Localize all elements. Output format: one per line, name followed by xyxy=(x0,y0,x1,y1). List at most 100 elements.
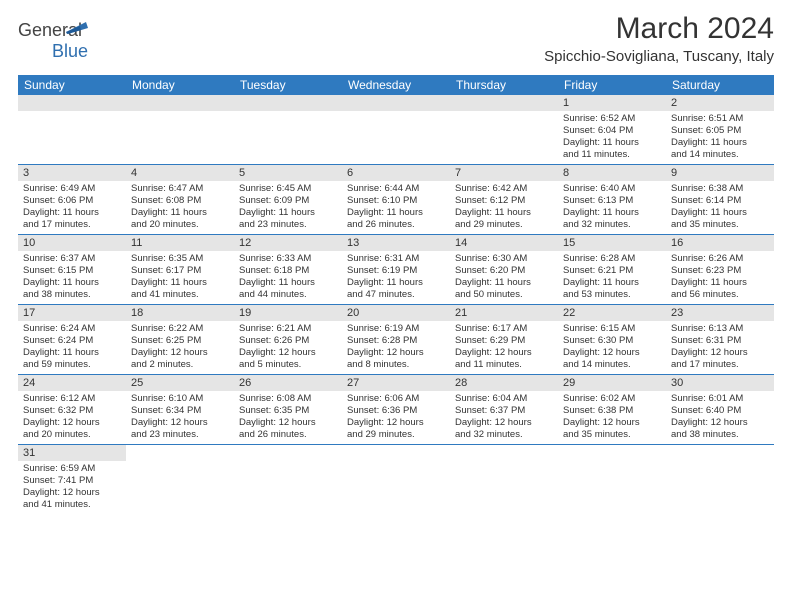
sunset-text: Sunset: 6:30 PM xyxy=(563,335,661,347)
day-number: 24 xyxy=(18,375,126,391)
daylight-text-1: Daylight: 12 hours xyxy=(455,417,553,429)
logo-part2: Blue xyxy=(52,41,88,61)
calendar-cell: 27Sunrise: 6:06 AMSunset: 6:36 PMDayligh… xyxy=(342,375,450,444)
daylight-text-1: Daylight: 12 hours xyxy=(23,487,121,499)
day-header: Tuesday xyxy=(234,75,342,95)
day-details: Sunrise: 6:52 AMSunset: 6:04 PMDaylight:… xyxy=(558,111,666,164)
day-details: Sunrise: 6:51 AMSunset: 6:05 PMDaylight:… xyxy=(666,111,774,164)
sunrise-text: Sunrise: 6:04 AM xyxy=(455,393,553,405)
sunset-text: Sunset: 6:26 PM xyxy=(239,335,337,347)
daylight-text-1: Daylight: 11 hours xyxy=(563,137,661,149)
calendar-cell: 24Sunrise: 6:12 AMSunset: 6:32 PMDayligh… xyxy=(18,375,126,444)
calendar-cell: 30Sunrise: 6:01 AMSunset: 6:40 PMDayligh… xyxy=(666,375,774,444)
calendar-cell xyxy=(450,95,558,164)
daylight-text-2: and 29 minutes. xyxy=(347,429,445,441)
sunset-text: Sunset: 6:36 PM xyxy=(347,405,445,417)
daylight-text-1: Daylight: 11 hours xyxy=(239,207,337,219)
daylight-text-1: Daylight: 12 hours xyxy=(563,417,661,429)
daylight-text-1: Daylight: 12 hours xyxy=(239,347,337,359)
calendar-cell: 25Sunrise: 6:10 AMSunset: 6:34 PMDayligh… xyxy=(126,375,234,444)
daylight-text-2: and 50 minutes. xyxy=(455,289,553,301)
day-details: Sunrise: 6:42 AMSunset: 6:12 PMDaylight:… xyxy=(450,181,558,234)
week-row: 31Sunrise: 6:59 AMSunset: 7:41 PMDayligh… xyxy=(18,445,774,514)
sunrise-text: Sunrise: 6:13 AM xyxy=(671,323,769,335)
day-details: Sunrise: 6:38 AMSunset: 6:14 PMDaylight:… xyxy=(666,181,774,234)
calendar-cell: 26Sunrise: 6:08 AMSunset: 6:35 PMDayligh… xyxy=(234,375,342,444)
sunset-text: Sunset: 6:34 PM xyxy=(131,405,229,417)
sunset-text: Sunset: 6:24 PM xyxy=(23,335,121,347)
day-number: 19 xyxy=(234,305,342,321)
sunset-text: Sunset: 6:17 PM xyxy=(131,265,229,277)
sunrise-text: Sunrise: 6:49 AM xyxy=(23,183,121,195)
daylight-text-2: and 41 minutes. xyxy=(23,499,121,511)
sunset-text: Sunset: 6:31 PM xyxy=(671,335,769,347)
day-details: Sunrise: 6:17 AMSunset: 6:29 PMDaylight:… xyxy=(450,321,558,374)
calendar-cell xyxy=(342,95,450,164)
calendar-cell xyxy=(234,95,342,164)
calendar-cell: 17Sunrise: 6:24 AMSunset: 6:24 PMDayligh… xyxy=(18,305,126,374)
sunset-text: Sunset: 6:28 PM xyxy=(347,335,445,347)
daylight-text-1: Daylight: 12 hours xyxy=(455,347,553,359)
sunset-text: Sunset: 6:15 PM xyxy=(23,265,121,277)
sunrise-text: Sunrise: 6:19 AM xyxy=(347,323,445,335)
calendar-cell: 29Sunrise: 6:02 AMSunset: 6:38 PMDayligh… xyxy=(558,375,666,444)
daylight-text-2: and 32 minutes. xyxy=(455,429,553,441)
day-details xyxy=(126,111,234,159)
week-row: 3Sunrise: 6:49 AMSunset: 6:06 PMDaylight… xyxy=(18,165,774,235)
calendar-cell: 10Sunrise: 6:37 AMSunset: 6:15 PMDayligh… xyxy=(18,235,126,304)
day-header: Saturday xyxy=(666,75,774,95)
day-details xyxy=(18,111,126,159)
daylight-text-2: and 23 minutes. xyxy=(131,429,229,441)
day-number: 21 xyxy=(450,305,558,321)
sunset-text: Sunset: 6:21 PM xyxy=(563,265,661,277)
daylight-text-2: and 23 minutes. xyxy=(239,219,337,231)
sunrise-text: Sunrise: 6:31 AM xyxy=(347,253,445,265)
sunrise-text: Sunrise: 6:21 AM xyxy=(239,323,337,335)
day-details xyxy=(666,461,774,509)
day-details: Sunrise: 6:47 AMSunset: 6:08 PMDaylight:… xyxy=(126,181,234,234)
daylight-text-1: Daylight: 11 hours xyxy=(131,277,229,289)
sunrise-text: Sunrise: 6:37 AM xyxy=(23,253,121,265)
sunrise-text: Sunrise: 6:17 AM xyxy=(455,323,553,335)
calendar-cell: 1Sunrise: 6:52 AMSunset: 6:04 PMDaylight… xyxy=(558,95,666,164)
daylight-text-1: Daylight: 11 hours xyxy=(239,277,337,289)
day-details: Sunrise: 6:08 AMSunset: 6:35 PMDaylight:… xyxy=(234,391,342,444)
day-number xyxy=(558,445,666,461)
sunset-text: Sunset: 6:19 PM xyxy=(347,265,445,277)
calendar-cell xyxy=(126,95,234,164)
daylight-text-1: Daylight: 11 hours xyxy=(347,277,445,289)
calendar-cell xyxy=(126,445,234,514)
day-number: 29 xyxy=(558,375,666,391)
calendar-cell xyxy=(342,445,450,514)
day-details: Sunrise: 6:44 AMSunset: 6:10 PMDaylight:… xyxy=(342,181,450,234)
daylight-text-1: Daylight: 12 hours xyxy=(23,417,121,429)
sunset-text: Sunset: 6:06 PM xyxy=(23,195,121,207)
week-row: 1Sunrise: 6:52 AMSunset: 6:04 PMDaylight… xyxy=(18,95,774,165)
daylight-text-2: and 41 minutes. xyxy=(131,289,229,301)
calendar-cell: 6Sunrise: 6:44 AMSunset: 6:10 PMDaylight… xyxy=(342,165,450,234)
calendar-cell: 18Sunrise: 6:22 AMSunset: 6:25 PMDayligh… xyxy=(126,305,234,374)
sunrise-text: Sunrise: 6:52 AM xyxy=(563,113,661,125)
calendar-cell: 5Sunrise: 6:45 AMSunset: 6:09 PMDaylight… xyxy=(234,165,342,234)
week-row: 24Sunrise: 6:12 AMSunset: 6:32 PMDayligh… xyxy=(18,375,774,445)
day-number: 8 xyxy=(558,165,666,181)
daylight-text-2: and 14 minutes. xyxy=(563,359,661,371)
day-details: Sunrise: 6:21 AMSunset: 6:26 PMDaylight:… xyxy=(234,321,342,374)
daylight-text-2: and 11 minutes. xyxy=(455,359,553,371)
calendar-cell: 20Sunrise: 6:19 AMSunset: 6:28 PMDayligh… xyxy=(342,305,450,374)
calendar-cell: 12Sunrise: 6:33 AMSunset: 6:18 PMDayligh… xyxy=(234,235,342,304)
sunset-text: Sunset: 6:14 PM xyxy=(671,195,769,207)
daylight-text-1: Daylight: 12 hours xyxy=(347,417,445,429)
daylight-text-1: Daylight: 12 hours xyxy=(347,347,445,359)
sunset-text: Sunset: 6:23 PM xyxy=(671,265,769,277)
daylight-text-2: and 26 minutes. xyxy=(239,429,337,441)
sunrise-text: Sunrise: 6:12 AM xyxy=(23,393,121,405)
day-number xyxy=(450,445,558,461)
calendar-cell: 7Sunrise: 6:42 AMSunset: 6:12 PMDaylight… xyxy=(450,165,558,234)
daylight-text-2: and 17 minutes. xyxy=(671,359,769,371)
day-details: Sunrise: 6:02 AMSunset: 6:38 PMDaylight:… xyxy=(558,391,666,444)
day-details: Sunrise: 6:28 AMSunset: 6:21 PMDaylight:… xyxy=(558,251,666,304)
daylight-text-1: Daylight: 11 hours xyxy=(563,207,661,219)
calendar-cell: 31Sunrise: 6:59 AMSunset: 7:41 PMDayligh… xyxy=(18,445,126,514)
calendar-cell: 9Sunrise: 6:38 AMSunset: 6:14 PMDaylight… xyxy=(666,165,774,234)
